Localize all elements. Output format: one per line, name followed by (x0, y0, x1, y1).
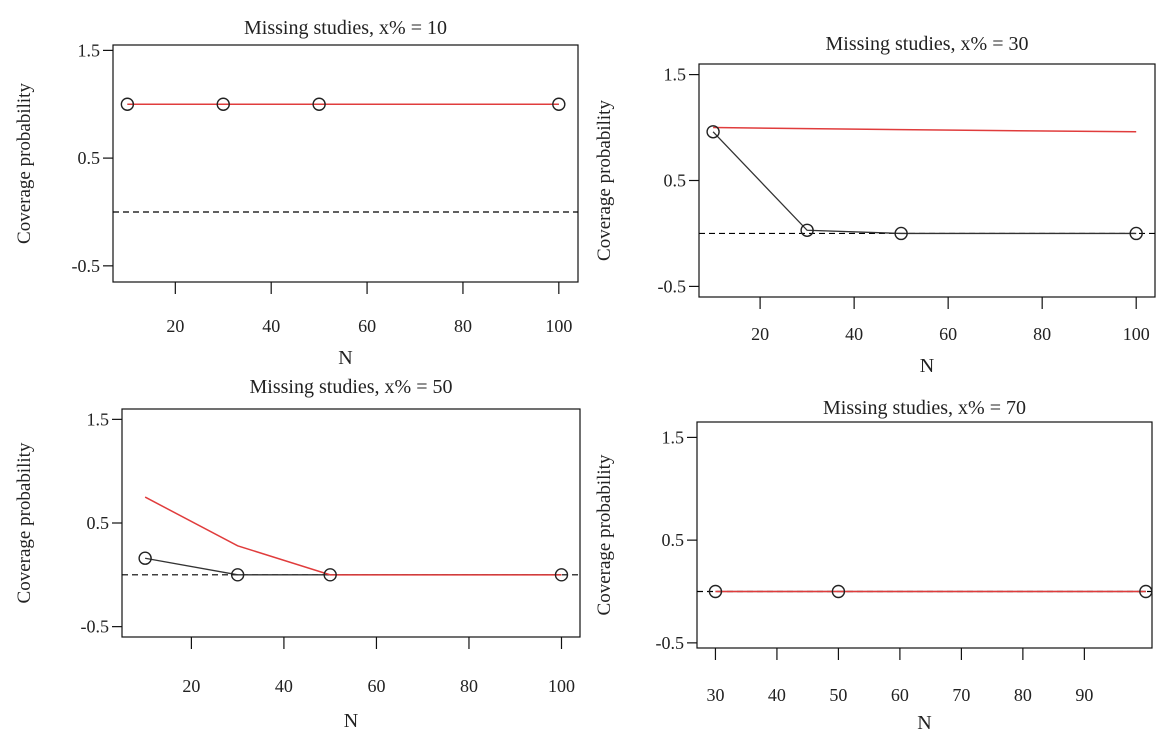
x-axis-label: N (338, 347, 352, 369)
x-axis-label: N (344, 710, 358, 732)
x-tick-label: 90 (1075, 685, 1093, 705)
series-black-point (323, 568, 337, 582)
y-tick-label: -0.5 (81, 617, 110, 637)
series-black-point (230, 568, 245, 582)
series-black-point (800, 223, 814, 237)
x-tick-label: 20 (166, 316, 184, 336)
x-tick-label: 80 (454, 316, 472, 336)
y-tick-label: -0.5 (656, 633, 685, 653)
x-tick-label: 50 (829, 685, 847, 705)
x-tick-label: 80 (1033, 324, 1051, 344)
x-tick-label: 30 (706, 685, 724, 705)
panel-3: Missing studies, x% = 50 20 40 60 80 100 1.5 0.… (14, 376, 581, 732)
series-black-point (312, 97, 326, 111)
series-black-point (1139, 584, 1153, 599)
plot-frame (121, 408, 581, 638)
series-black-line (145, 557, 562, 576)
y-tick-label: 1.5 (664, 65, 687, 85)
x-axis-label: N (917, 712, 931, 732)
series-black-point (554, 568, 569, 582)
series-red-line (713, 126, 1137, 133)
y-tick-label: -0.5 (72, 256, 101, 276)
plot-frame (696, 421, 1153, 649)
x-tick-label: 40 (845, 324, 863, 344)
panel-2: Missing studies, x% = 30 20 40 60 80 100 1.5 0.… (594, 33, 1156, 377)
y-tick-label: 0.5 (78, 148, 101, 168)
plot-frame (698, 63, 1156, 298)
x-tick-label: 20 (751, 324, 769, 344)
x-axis-label: N (920, 355, 934, 377)
y-axis-label: Coverage probability (14, 442, 35, 603)
y-tick-label: 0.5 (664, 171, 687, 191)
series-black-point (138, 551, 152, 565)
y-tick-label: 0.5 (662, 530, 685, 550)
x-tick-label: 60 (367, 676, 385, 696)
x-tick-label: 80 (460, 676, 478, 696)
series-black-point (1129, 226, 1143, 241)
y-tick-label: 1.5 (87, 409, 110, 429)
y-axis-label: Coverage probability (14, 83, 35, 244)
x-tick-label: 60 (939, 324, 957, 344)
y-tick-label: 1.5 (662, 427, 685, 447)
panel-title: Missing studies, x% = 10 (244, 17, 447, 39)
x-tick-label: 60 (891, 685, 909, 705)
series-black-point (120, 97, 135, 111)
x-tick-label: 100 (1123, 324, 1150, 344)
y-tick-label: 1.5 (78, 40, 101, 60)
x-tick-label: 70 (952, 685, 970, 705)
x-tick-label: 40 (262, 316, 280, 336)
series-black-point (552, 97, 566, 111)
panel-1: Missing studies, x% = 10 20 40 60 80 100 1.5 0.… (14, 17, 579, 369)
y-axis-label: Coverage probability (594, 100, 615, 261)
series-black-point (708, 584, 723, 599)
series-black-point (894, 226, 908, 241)
x-tick-label: 20 (182, 676, 200, 696)
panel-4: Missing studies, x% = 70 30 40 50 60 70 80 90 1.… (594, 397, 1153, 732)
y-tick-label: -0.5 (658, 276, 687, 296)
series-black-line (712, 131, 1137, 235)
panel-title: Missing studies, x% = 70 (823, 397, 1026, 419)
x-tick-label: 80 (1014, 685, 1032, 705)
x-tick-label: 100 (548, 676, 575, 696)
panel-title: Missing studies, x% = 50 (250, 376, 453, 398)
y-tick-label: 0.5 (87, 513, 110, 533)
plot-frame (112, 44, 579, 283)
x-tick-label: 100 (545, 316, 572, 336)
x-tick-label: 40 (275, 676, 293, 696)
panel-title: Missing studies, x% = 30 (826, 33, 1029, 55)
x-tick-label: 60 (358, 316, 376, 336)
y-axis-label: Coverage probability (594, 454, 615, 615)
series-black-point (216, 97, 230, 111)
series-black-point (706, 125, 720, 139)
series-black-point (831, 584, 846, 599)
x-tick-label: 40 (768, 685, 786, 705)
series-red-line (144, 496, 562, 576)
